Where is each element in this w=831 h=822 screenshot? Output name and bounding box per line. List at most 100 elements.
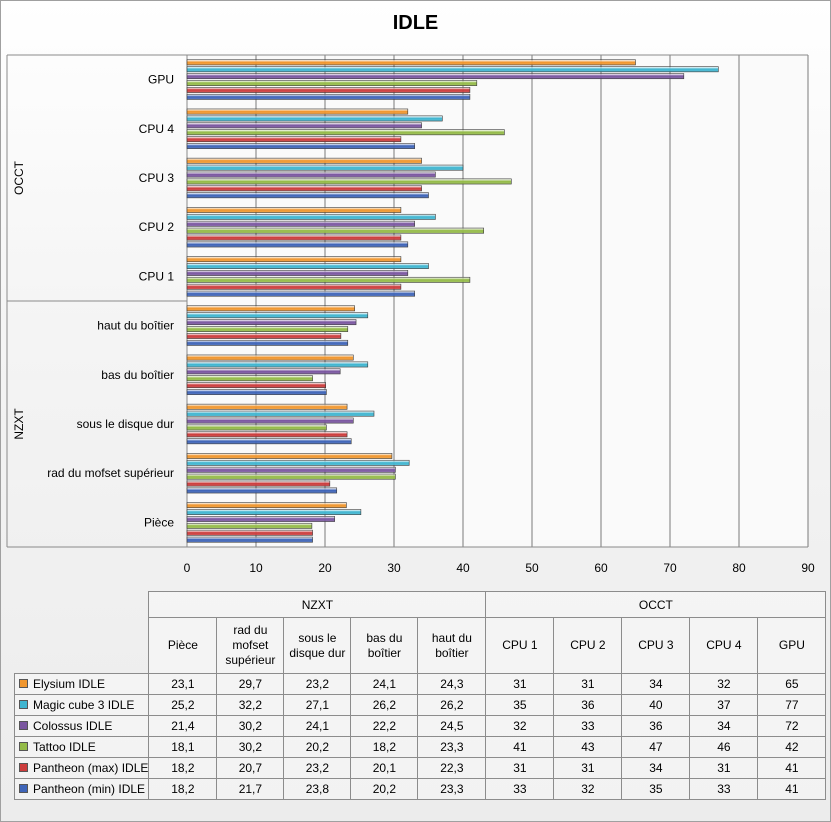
data-cell-sous-le-disque-dur: 20,2 bbox=[283, 736, 352, 758]
legend-swatch bbox=[19, 700, 28, 709]
x-tick-label: 50 bbox=[525, 561, 539, 575]
bar-colossus-idle-haut-du-boitier bbox=[186, 319, 357, 326]
category-label-cpu-4: CPU 4 bbox=[139, 122, 175, 136]
legend-entry-elysium-idle: Elysium IDLE bbox=[13, 673, 150, 695]
bar-elysium-idle-haut-du-boitier bbox=[186, 305, 355, 312]
data-cell-cpu-1: 41 bbox=[485, 736, 555, 758]
bar-colossus-idle-sous-le-disque-dur bbox=[186, 417, 354, 424]
data-cell-cpu-4: 34 bbox=[689, 715, 759, 737]
bar-tattoo-idle-sous-le-disque-dur bbox=[186, 424, 327, 431]
data-cell-sous-le-disque-dur: 24,1 bbox=[283, 715, 352, 737]
data-cell-rad-du-mofset-superieur: 30,2 bbox=[216, 736, 285, 758]
table-column-header-bas-du-boitier: bas du boîtier bbox=[350, 617, 419, 674]
data-cell-cpu-3: 34 bbox=[621, 673, 691, 695]
bar-pantheon-min-idle-haut-du-boitier bbox=[186, 339, 349, 346]
bar-tattoo-idle-piece bbox=[186, 522, 313, 529]
bar-colossus-idle-gpu bbox=[186, 73, 685, 80]
plot-area bbox=[187, 55, 808, 547]
bar-pantheon-min-idle-bas-du-boitier bbox=[186, 389, 327, 395]
category-label-bas-du-boitier: bas du boîtier bbox=[101, 368, 174, 382]
x-tick-label: 60 bbox=[594, 561, 608, 575]
x-tick-label: 40 bbox=[456, 561, 470, 575]
table-column-header-piece: Pièce bbox=[148, 617, 218, 674]
group-label-occt: OCCT bbox=[12, 160, 26, 195]
data-cell-sous-le-disque-dur: 23,2 bbox=[283, 757, 352, 779]
table-column-header-gpu: GPU bbox=[757, 617, 827, 674]
data-cell-haut-du-boitier: 23,3 bbox=[417, 736, 487, 758]
data-cell-piece: 18,2 bbox=[148, 757, 218, 779]
data-cell-bas-du-boitier: 18,2 bbox=[350, 736, 419, 758]
data-cell-haut-du-boitier: 24,5 bbox=[417, 715, 487, 737]
bar-colossus-idle-cpu-4 bbox=[186, 122, 422, 129]
data-cell-sous-le-disque-dur: 23,2 bbox=[283, 673, 352, 695]
bar-elysium-idle-piece bbox=[186, 502, 347, 509]
x-tick-label: 70 bbox=[663, 561, 677, 575]
legend-swatch bbox=[19, 763, 28, 772]
bar-magic-cube-3-idle-haut-du-boitier bbox=[186, 312, 369, 319]
data-cell-rad-du-mofset-superieur: 29,7 bbox=[216, 673, 285, 695]
legend-swatch bbox=[19, 784, 28, 793]
bar-pantheon-max-idle-sous-le-disque-dur bbox=[186, 431, 348, 438]
bar-colossus-idle-cpu-2 bbox=[186, 220, 415, 227]
bar-pantheon-max-idle-rad-du-mofset-superieur bbox=[186, 480, 331, 487]
table-row: Pantheon (max) IDLE 18,2 20,7 23,2 20,1 22,3 3… bbox=[13, 757, 827, 779]
data-cell-cpu-2: 36 bbox=[553, 694, 623, 716]
data-cell-cpu-3: 36 bbox=[621, 715, 691, 737]
data-cell-rad-du-mofset-superieur: 32,2 bbox=[216, 694, 285, 716]
bar-colossus-idle-cpu-3 bbox=[186, 171, 436, 178]
data-cell-cpu-4: 46 bbox=[689, 736, 759, 758]
bar-elysium-idle-cpu-4 bbox=[186, 108, 409, 115]
data-cell-cpu-3: 47 bbox=[621, 736, 691, 758]
data-cell-cpu-3: 34 bbox=[621, 757, 691, 779]
bar-pantheon-max-idle-gpu bbox=[186, 87, 471, 93]
data-cell-sous-le-disque-dur: 27,1 bbox=[283, 694, 352, 716]
data-cell-cpu-2: 32 bbox=[553, 778, 623, 800]
table-column-header-cpu-4: CPU 4 bbox=[689, 617, 759, 674]
table-column-header-cpu-1: CPU 1 bbox=[485, 617, 555, 674]
bar-magic-cube-3-idle-gpu bbox=[186, 66, 719, 73]
bar-pantheon-max-idle-haut-du-boitier bbox=[186, 333, 342, 339]
table-corner bbox=[15, 592, 149, 618]
bar-pantheon-max-idle-bas-du-boitier bbox=[186, 382, 326, 389]
table-row: Magic cube 3 IDLE 25,2 32,2 27,1 26,2 26,2 35 3… bbox=[13, 694, 827, 716]
bar-elysium-idle-cpu-1 bbox=[186, 256, 402, 263]
chart-plot: 0 10 20 30 40 50 60 70 80 90 NZXT OCCT Pièce rad du m… bbox=[6, 54, 815, 575]
category-label-cpu-2: CPU 2 bbox=[139, 220, 175, 234]
x-tick-label: 90 bbox=[801, 561, 815, 575]
category-label-rad-du-mofset-superieur: rad du mofset supérieur bbox=[47, 466, 174, 480]
data-cell-cpu-2: 43 bbox=[553, 736, 623, 758]
category-label-cpu-1: CPU 1 bbox=[139, 269, 175, 283]
legend-label: Pantheon (max) IDLE bbox=[33, 761, 149, 775]
data-cell-rad-du-mofset-superieur: 20,7 bbox=[216, 757, 285, 779]
data-cell-cpu-1: 31 bbox=[485, 757, 555, 779]
data-cell-cpu-3: 40 bbox=[621, 694, 691, 716]
data-cell-cpu-4: 32 bbox=[689, 673, 759, 695]
bar-tattoo-idle-cpu-2 bbox=[186, 227, 485, 234]
bar-pantheon-min-idle-piece bbox=[186, 536, 313, 543]
table-column-header-rad-du-mofset-superieur: rad du mofset supérieur bbox=[216, 617, 285, 674]
data-cell-gpu: 41 bbox=[757, 757, 827, 779]
data-cell-cpu-3: 35 bbox=[621, 778, 691, 800]
data-cell-haut-du-boitier: 23,3 bbox=[417, 778, 487, 800]
bar-pantheon-min-idle-cpu-4 bbox=[186, 143, 415, 149]
table-column-header-haut-du-boitier: haut du boîtier bbox=[417, 617, 487, 674]
data-cell-gpu: 42 bbox=[757, 736, 827, 758]
bar-tattoo-idle-cpu-4 bbox=[186, 129, 505, 136]
bar-pantheon-max-idle-piece bbox=[186, 529, 313, 536]
bar-tattoo-idle-bas-du-boitier bbox=[186, 375, 313, 382]
x-tick-label: 80 bbox=[732, 561, 746, 575]
data-cell-cpu-1: 35 bbox=[485, 694, 555, 716]
legend-entry-pantheon-max-idle: Pantheon (max) IDLE bbox=[13, 757, 150, 779]
x-tick-label: 0 bbox=[184, 561, 191, 575]
legend-entry-tattoo-idle: Tattoo IDLE bbox=[13, 736, 150, 758]
table-column-header-sous-le-disque-dur: sous le disque dur bbox=[283, 617, 352, 674]
bar-pantheon-max-idle-cpu-1 bbox=[186, 283, 402, 290]
bar-tattoo-idle-cpu-1 bbox=[186, 276, 471, 283]
legend-entry-pantheon-min-idle: Pantheon (min) IDLE bbox=[13, 778, 150, 800]
legend-label: Pantheon (min) IDLE bbox=[33, 782, 146, 796]
bar-pantheon-min-idle-gpu bbox=[186, 93, 471, 100]
bar-elysium-idle-bas-du-boitier bbox=[186, 354, 354, 361]
legend-entry-magic-cube-3-idle: Magic cube 3 IDLE bbox=[13, 694, 150, 716]
category-label-gpu: GPU bbox=[148, 73, 174, 87]
category-label-haut-du-boitier: haut du boîtier bbox=[97, 319, 174, 333]
